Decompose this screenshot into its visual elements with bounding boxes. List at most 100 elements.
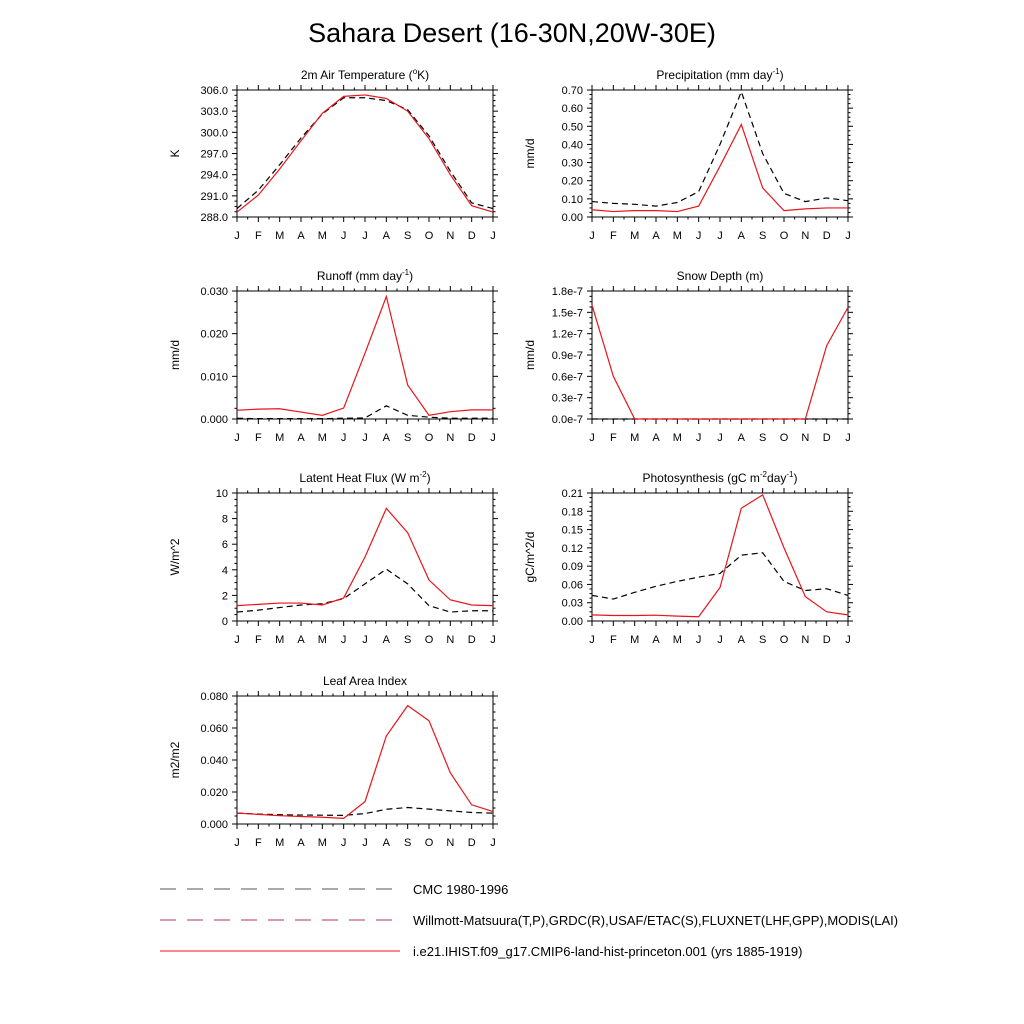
x-tick-label: M [318,837,327,849]
x-tick-label: J [717,432,723,444]
x-tick-label: J [845,230,851,242]
x-tick-label: D [468,432,476,444]
panel-title: Runoff (mm day-1) [317,268,413,283]
x-tick-label: F [255,837,262,849]
y-axis-label: W/m^2 [168,538,182,575]
x-tick-label: N [446,634,454,646]
series-line-obs [236,405,493,420]
y-tick-label: 0.020 [200,329,228,341]
series-line-obs [236,568,493,613]
x-tick-label: J [696,230,702,242]
x-tick-label: J [341,230,347,242]
x-tick-label: J [362,837,368,849]
y-tick-label: 0.12 [562,543,583,555]
legend-label: CMC 1980-1996 [413,882,508,897]
y-tick-label: 0.40 [562,139,583,151]
x-tick-label: M [630,230,639,242]
chart-panel-1: J F M A M J J A S O N D J 288.0 291.0 294.0 297.0 300.0 30… [168,67,498,242]
x-tick-label: M [275,837,284,849]
x-tick-label: J [234,837,240,849]
plot-frame [591,89,849,218]
chart-panel-6: J F M A M J J A S O N D J 0.00 0.03 0.06 0.09 0.12 0.15 0.1… [523,470,853,646]
x-tick-label: D [823,634,831,646]
y-tick-label: 0.15 [562,525,583,537]
chart-panel-3: J F M A M J J A S O N D J 0.000 0.010 0.020 0.030 mm/d Run… [168,268,498,444]
x-tick-label: J [696,432,702,444]
legend-entry: i.e21.IHIST.f09_g17.CMIP6-land-hist-prin… [160,944,803,959]
panel-title: Leaf Area Index [323,674,407,688]
y-tick-label: 0.20 [562,176,583,188]
y-axis-label: mm/d [523,139,537,169]
series-line-obs [591,552,849,600]
y-tick-label: 297.0 [200,149,228,161]
x-tick-label: A [383,634,391,646]
x-tick-label: M [275,634,284,646]
y-tick-label: 0.3e-7 [552,393,583,405]
x-tick-label: D [468,230,476,242]
y-axis-label: gC/m^2/d [523,532,537,583]
y-tick-label: 0.70 [562,85,583,97]
series-line-obs [591,90,849,207]
panel-title: Photosynthesis (gC m-2day-1) [643,470,798,485]
y-tick-label: 0.000 [200,819,228,831]
x-tick-label: J [362,432,368,444]
y-axis-label: mm/d [523,340,537,370]
x-tick-label: M [275,432,284,444]
x-tick-label: D [468,634,476,646]
x-tick-label: J [589,230,595,242]
x-tick-label: J [362,230,368,242]
x-tick-label: A [652,432,660,444]
x-tick-label: A [738,432,746,444]
y-tick-label: 0.080 [200,691,228,703]
figure-title: Sahara Desert (16-30N,20W-30E) [308,18,716,48]
x-tick-label: J [490,432,496,444]
y-tick-label: 4 [222,565,228,577]
x-tick-label: S [404,837,411,849]
series-line-model [236,704,494,820]
x-tick-label: N [801,634,809,646]
x-tick-label: S [759,230,766,242]
x-tick-label: F [255,634,262,646]
y-tick-label: 0.000 [200,414,228,426]
x-tick-label: O [425,837,434,849]
y-tick-label: 0.50 [562,121,583,133]
x-tick-label: A [652,230,660,242]
x-tick-label: N [446,432,454,444]
x-tick-label: J [589,634,595,646]
plot-frame [236,695,494,825]
y-tick-label: 0.10 [562,194,583,206]
x-tick-label: O [780,432,789,444]
x-tick-label: N [801,432,809,444]
y-tick-label: 0.020 [200,787,228,799]
series-line-model [591,493,849,618]
x-tick-label: M [318,230,327,242]
x-tick-label: O [425,634,434,646]
series-line-model [591,305,849,420]
y-tick-label: 0.0e-7 [552,414,583,426]
x-tick-label: J [845,432,851,444]
series-line-model [236,294,493,416]
x-tick-label: M [318,634,327,646]
legend-label: i.e21.IHIST.f09_g17.CMIP6-land-hist-prin… [413,944,803,959]
y-tick-label: 303.0 [200,106,228,118]
x-tick-label: J [490,837,496,849]
x-tick-label: S [759,634,766,646]
legend-label: Willmott-Matsuura(T,P),GRDC(R),USAF/ETAC… [413,913,898,928]
x-tick-label: J [490,230,496,242]
y-tick-label: 291.0 [200,191,228,203]
x-tick-label: M [318,432,327,444]
x-tick-label: M [275,230,284,242]
x-tick-label: F [610,230,617,242]
x-tick-label: F [255,230,262,242]
x-tick-label: S [759,432,766,444]
plot-frame [591,492,849,622]
panel-title: Precipitation (mm day-1) [656,67,783,82]
y-tick-label: 10 [216,488,228,500]
y-tick-label: 294.0 [200,170,228,182]
y-tick-label: 1.5e-7 [552,307,583,319]
plot-frame [591,290,849,420]
y-tick-label: 0.010 [200,371,228,383]
y-tick-label: 0.21 [562,488,583,500]
